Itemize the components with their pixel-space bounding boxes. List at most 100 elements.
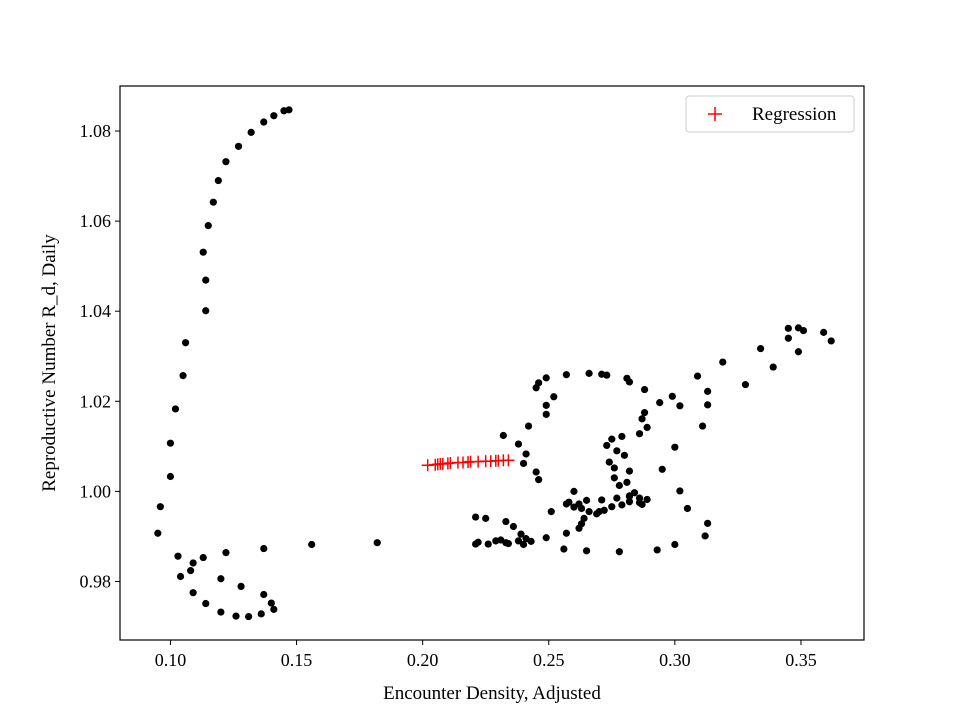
data-point xyxy=(472,513,480,521)
data-point xyxy=(522,450,530,458)
data-point xyxy=(693,372,702,380)
data-point xyxy=(595,508,603,516)
data-point xyxy=(570,487,578,495)
data-point xyxy=(519,459,528,468)
data-point xyxy=(176,572,185,581)
data-point xyxy=(504,540,512,548)
y-tick-label: 1.08 xyxy=(80,121,112,141)
data-point xyxy=(603,371,611,379)
data-point xyxy=(704,387,712,395)
data-point xyxy=(610,474,618,482)
data-point xyxy=(202,599,210,608)
data-point xyxy=(542,410,550,418)
data-point xyxy=(605,458,613,466)
data-point xyxy=(217,575,225,583)
data-point xyxy=(232,612,240,620)
data-point xyxy=(623,478,631,486)
data-point xyxy=(603,441,611,450)
x-tick-label: 0.25 xyxy=(533,650,565,670)
data-point xyxy=(784,324,792,332)
data-point xyxy=(585,369,593,377)
data-point xyxy=(234,142,243,150)
data-point xyxy=(640,408,649,417)
data-point xyxy=(784,334,792,342)
data-point xyxy=(373,539,381,547)
x-axis-label: Encounter Density, Adjusted xyxy=(383,683,601,704)
data-point xyxy=(638,500,646,509)
data-point xyxy=(156,503,164,511)
data-point xyxy=(598,496,606,504)
data-point xyxy=(756,344,765,353)
y-tick-label: 1.06 xyxy=(80,211,112,231)
data-point xyxy=(704,519,712,527)
data-point xyxy=(683,504,692,513)
data-point xyxy=(209,198,217,206)
data-point xyxy=(698,422,707,430)
data-point xyxy=(653,546,661,554)
data-point xyxy=(154,529,162,537)
data-point xyxy=(547,508,555,516)
data-point xyxy=(514,440,523,448)
data-point xyxy=(608,503,616,511)
data-point xyxy=(658,465,666,473)
data-point xyxy=(671,443,679,451)
data-point xyxy=(535,476,543,484)
data-point xyxy=(668,392,676,400)
data-point xyxy=(237,582,245,591)
y-tick-label: 1.02 xyxy=(80,391,112,411)
data-point xyxy=(580,514,588,522)
data-point xyxy=(620,451,629,459)
data-point xyxy=(608,435,616,443)
data-point xyxy=(643,423,651,432)
data-point xyxy=(701,532,709,540)
data-point xyxy=(499,431,507,440)
data-point xyxy=(643,495,651,504)
x-tick-label: 0.10 xyxy=(155,650,187,670)
data-point xyxy=(214,176,222,185)
data-point xyxy=(247,128,255,136)
data-point xyxy=(625,498,634,506)
x-axis: 0.10 0.15 0.20 0.25 0.30 0.35 xyxy=(155,640,817,670)
data-point xyxy=(166,472,175,481)
data-point xyxy=(638,415,646,423)
data-point xyxy=(519,540,528,549)
data-point xyxy=(570,503,578,511)
y-axis-label: Reproductive Number R_d, Daily xyxy=(39,234,60,492)
data-point xyxy=(615,481,623,490)
data-point xyxy=(222,549,230,557)
data-point xyxy=(260,544,268,553)
legend: Regression xyxy=(685,95,855,133)
data-point xyxy=(741,381,750,389)
data-point xyxy=(625,467,634,475)
data-point xyxy=(202,307,210,315)
data-point xyxy=(550,393,558,401)
data-point xyxy=(204,222,212,230)
data-point xyxy=(625,378,634,386)
data-point xyxy=(577,504,586,513)
x-tick-label: 0.30 xyxy=(659,650,691,670)
data-point xyxy=(719,358,727,366)
legend-label-regression: Regression xyxy=(752,104,837,125)
data-point xyxy=(610,464,618,472)
data-point xyxy=(222,158,230,166)
scatter-points xyxy=(154,106,835,621)
data-point xyxy=(794,348,803,356)
data-point xyxy=(189,589,197,597)
data-point xyxy=(308,540,316,549)
data-point xyxy=(676,487,684,495)
data-point xyxy=(542,401,550,409)
data-point xyxy=(502,517,510,526)
data-point xyxy=(260,590,268,599)
data-point xyxy=(640,385,649,394)
data-point xyxy=(517,530,525,538)
data-point xyxy=(704,401,712,409)
data-point xyxy=(613,494,621,502)
data-point xyxy=(514,537,523,545)
data-point xyxy=(199,248,207,256)
data-point xyxy=(532,468,540,476)
data-point xyxy=(671,540,679,549)
data-point xyxy=(270,605,278,613)
data-point xyxy=(474,538,482,546)
data-point xyxy=(179,372,187,380)
data-point xyxy=(542,534,550,542)
